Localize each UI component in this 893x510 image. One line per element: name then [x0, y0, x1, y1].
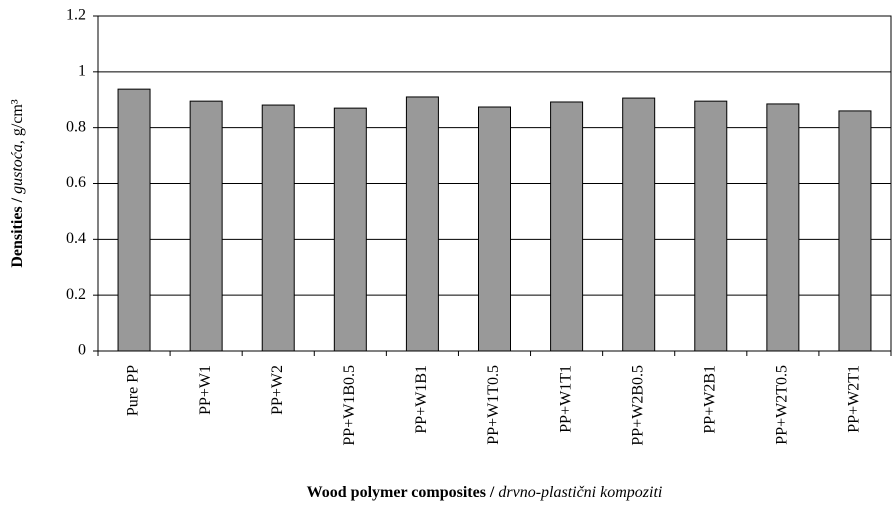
- y-tick-label: 1.2: [66, 7, 86, 24]
- label-part: g/cm³: [9, 99, 26, 136]
- y-tick-label: 0: [78, 342, 86, 359]
- bar: [766, 103, 800, 352]
- y-tick-label: 0.6: [66, 174, 86, 191]
- bar: [838, 110, 872, 352]
- x-tick-label: PP+W2: [269, 365, 286, 415]
- bar: [333, 107, 367, 352]
- x-tick-label: Pure PP: [125, 365, 142, 416]
- x-tick-label: PP+W1: [197, 365, 214, 415]
- label-part: Densities /: [9, 197, 26, 267]
- bar: [694, 100, 728, 352]
- label-part: drvno-plastični kompoziti: [498, 484, 662, 501]
- x-tick-label: PP+W2B0.5: [629, 365, 646, 446]
- x-axis-label: Wood polymer composites / drvno-plastičn…: [307, 484, 663, 501]
- bar: [117, 88, 151, 352]
- y-tick-label: 0.8: [66, 118, 86, 135]
- bar: [550, 101, 584, 352]
- x-tick-label: PP+W2T1: [846, 365, 863, 433]
- bar: [478, 106, 511, 352]
- bar: [622, 97, 656, 352]
- y-axis-label: Densities / gustoća, g/cm³: [9, 99, 26, 268]
- y-tick-label: 1: [78, 63, 86, 80]
- bar: [405, 96, 439, 352]
- y-tick-label: 0.4: [66, 230, 86, 247]
- bar: [261, 104, 295, 352]
- label-part: gustoća,: [9, 140, 26, 194]
- y-tick-label: 0.2: [66, 286, 86, 303]
- bar: [189, 100, 223, 352]
- label-part: Wood polymer composites /: [307, 484, 495, 501]
- x-tick-label: PP+W2B1: [701, 365, 718, 434]
- x-tick-label: PP+W1T0.5: [485, 365, 502, 445]
- x-tick-label: PP+W1T1: [557, 365, 574, 433]
- x-tick-label: PP+W1B1: [413, 365, 430, 434]
- x-tick-label: PP+W2T0.5: [774, 365, 791, 445]
- x-tick-label: PP+W1B0.5: [341, 365, 358, 446]
